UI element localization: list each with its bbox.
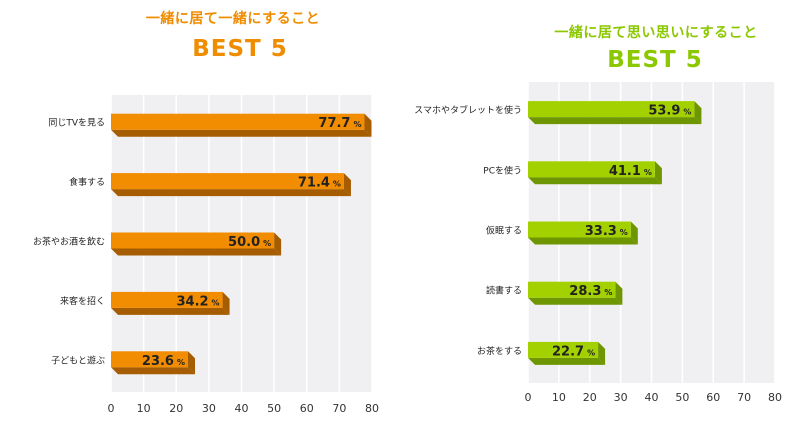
- bar-bottom-face: [111, 248, 282, 256]
- bar: [528, 221, 631, 238]
- category-label: PCを使う: [483, 164, 522, 176]
- x-tick-label: 60: [706, 391, 720, 404]
- bar-group: 34.2%: [111, 291, 230, 315]
- bar-side-face: [598, 341, 606, 365]
- bar-side-face: [187, 351, 195, 375]
- bar-value-label: 28.3: [569, 284, 601, 299]
- bar-group: 22.7%: [528, 341, 606, 365]
- bar-value-unit: %: [644, 168, 652, 177]
- category-label: 食事する: [69, 176, 105, 188]
- bar-value-unit: %: [604, 288, 612, 297]
- bar-value-unit: %: [587, 348, 595, 357]
- left-chart-subtitle: BEST 5: [192, 36, 288, 62]
- bar-group: 50.0%: [111, 232, 282, 256]
- x-tick-label: 40: [235, 402, 249, 415]
- bar-group: 23.6%: [111, 351, 195, 375]
- bar: [528, 281, 616, 298]
- bar: [111, 113, 365, 130]
- bar-side-face: [343, 173, 351, 197]
- x-tick-label: 0: [108, 402, 115, 415]
- x-tick-label: 20: [169, 402, 183, 415]
- bar-value-label: 22.7: [552, 344, 584, 359]
- bar-value-label: 41.1: [609, 164, 641, 179]
- bar-value-unit: %: [177, 358, 185, 367]
- bar-value-label: 23.6: [142, 354, 174, 369]
- x-tick-label: 50: [675, 391, 689, 404]
- bar-value-unit: %: [683, 108, 691, 117]
- bar-value-label: 50.0: [228, 235, 260, 250]
- x-tick-label: 80: [365, 402, 379, 415]
- bar-bottom-face: [528, 357, 606, 365]
- x-tick-label: 60: [300, 402, 314, 415]
- bar: [528, 161, 655, 178]
- category-label: 読書する: [486, 285, 522, 297]
- x-tick-label: 50: [267, 402, 281, 415]
- category-label: 子どもと遊ぶ: [51, 354, 105, 366]
- bar-value-label: 53.9: [648, 104, 680, 119]
- bar-side-face: [630, 221, 638, 245]
- bar-value-unit: %: [620, 228, 628, 237]
- bar-value-unit: %: [353, 120, 361, 129]
- bar-bottom-face: [111, 189, 351, 197]
- x-tick-label: 0: [525, 391, 532, 404]
- bar-side-face: [222, 291, 230, 315]
- bar-group: 41.1%: [528, 161, 662, 185]
- left-chart-title: 一緒に居て一緒にすること: [145, 11, 321, 27]
- x-tick-label: 70: [737, 391, 751, 404]
- x-tick-label: 20: [583, 391, 597, 404]
- bar-group: 71.4%: [111, 173, 351, 197]
- right-chart-subtitle: BEST 5: [607, 47, 703, 73]
- bar-group: 33.3%: [528, 221, 638, 245]
- left-bar-chart: 0 10 20 30 40 50 60 70 80 77.7 % 同じTVを見る 71.4 % 食事する 50…: [33, 95, 379, 415]
- x-tick-label: 30: [614, 391, 628, 404]
- category-label: 来客を招く: [60, 295, 105, 307]
- bar-value-label: 33.3: [585, 224, 617, 239]
- right-chart-title: 一緒に居て思い思いにすること: [554, 25, 758, 41]
- bar-side-face: [694, 101, 702, 125]
- bar-value-label: 71.4: [298, 176, 330, 191]
- bar-side-face: [364, 113, 372, 137]
- right-bar-chart: 0 10 20 30 40 50 60 70 80 53.9 % スマホやタブレットを使う 41.1 % P…: [414, 82, 782, 404]
- bar-bottom-face: [111, 367, 195, 375]
- bar-group: 53.9%: [528, 101, 702, 125]
- category-label: 仮眠する: [486, 225, 522, 237]
- x-tick-label: 30: [202, 402, 216, 415]
- bar-value-label: 77.7: [318, 116, 350, 131]
- bar-side-face: [615, 281, 623, 305]
- bar-group: 28.3%: [528, 281, 623, 305]
- bar: [528, 341, 599, 358]
- bar: [111, 173, 344, 190]
- category-label: お茶やお酒を飲む: [33, 236, 105, 248]
- bar-value-unit: %: [212, 298, 220, 307]
- bar-side-face: [274, 232, 282, 256]
- bar: [111, 291, 223, 308]
- bar: [528, 101, 695, 118]
- x-tick-label: 70: [332, 402, 346, 415]
- bar-value-unit: %: [263, 239, 271, 248]
- bar-value-unit: %: [333, 180, 341, 189]
- bar-bottom-face: [528, 117, 702, 125]
- x-tick-label: 10: [137, 402, 151, 415]
- bar-bottom-face: [111, 129, 372, 137]
- bar-side-face: [654, 161, 662, 185]
- bar-value-label: 34.2: [176, 294, 208, 309]
- x-tick-label: 40: [645, 391, 659, 404]
- bar-group: 77.7%: [111, 113, 372, 137]
- category-label: スマホやタブレットを使う: [414, 104, 522, 116]
- x-tick-label: 80: [768, 391, 782, 404]
- category-label: 同じTVを見る: [48, 118, 105, 129]
- bar-bottom-face: [528, 297, 623, 305]
- bar-bottom-face: [111, 307, 230, 315]
- bar-bottom-face: [528, 177, 662, 185]
- bar: [111, 351, 188, 368]
- bar-bottom-face: [528, 237, 638, 245]
- x-tick-label: 10: [552, 391, 566, 404]
- category-label: お茶をする: [477, 345, 522, 357]
- bar: [111, 232, 275, 249]
